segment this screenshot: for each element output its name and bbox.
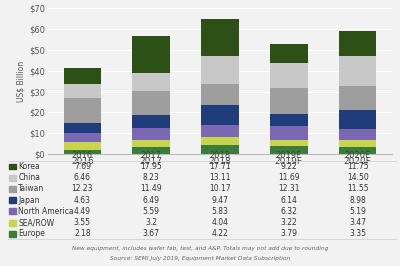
Text: 11.49: 11.49 — [140, 184, 162, 193]
Text: 4.49: 4.49 — [74, 207, 91, 216]
Text: 2017: 2017 — [141, 151, 162, 160]
Bar — [338, 86, 376, 110]
Text: 4.63: 4.63 — [74, 196, 91, 205]
Text: 6.32: 6.32 — [280, 207, 297, 216]
Bar — [201, 84, 239, 105]
Bar — [270, 140, 308, 146]
Text: 2019F: 2019F — [276, 151, 302, 160]
Text: 11.75: 11.75 — [347, 162, 368, 171]
Text: 14.50: 14.50 — [347, 173, 368, 182]
Bar — [270, 126, 308, 140]
Text: 9.22: 9.22 — [280, 162, 297, 171]
Text: North America: North America — [18, 207, 74, 216]
Bar — [270, 146, 308, 154]
Text: SEA/ROW: SEA/ROW — [18, 218, 54, 227]
Bar — [201, 56, 239, 84]
Text: 2.18: 2.18 — [74, 229, 91, 238]
Text: 8.23: 8.23 — [143, 173, 160, 182]
Bar — [201, 105, 239, 125]
Text: China: China — [18, 173, 40, 182]
Text: 2016: 2016 — [72, 151, 93, 160]
Bar — [201, 146, 239, 154]
Text: 3.55: 3.55 — [74, 218, 91, 227]
Bar — [201, 137, 239, 146]
Bar — [132, 147, 170, 154]
Text: Taiwan: Taiwan — [18, 184, 45, 193]
Text: Europe: Europe — [18, 229, 45, 238]
Text: 3.67: 3.67 — [143, 229, 160, 238]
Bar — [132, 91, 170, 115]
Bar — [270, 114, 308, 126]
Text: Source: SEMI July 2019, Equipment Market Data Subscription: Source: SEMI July 2019, Equipment Market… — [110, 256, 290, 261]
Text: 12.31: 12.31 — [278, 184, 300, 193]
Bar — [64, 68, 102, 84]
Text: Korea: Korea — [18, 162, 40, 171]
Bar — [201, 125, 239, 137]
Text: 11.69: 11.69 — [278, 173, 300, 182]
Text: 10.17: 10.17 — [209, 184, 231, 193]
Text: 4.22: 4.22 — [212, 229, 228, 238]
Text: 3.35: 3.35 — [349, 229, 366, 238]
Text: 3.22: 3.22 — [280, 218, 297, 227]
Bar — [132, 128, 170, 140]
Text: 11.55: 11.55 — [347, 184, 368, 193]
Bar — [338, 140, 376, 147]
Bar — [132, 115, 170, 128]
Text: New equipment, includes wafer fab, test, and A&P. Totals may not add due to roun: New equipment, includes wafer fab, test,… — [72, 246, 328, 251]
Bar — [201, 19, 239, 56]
Bar — [338, 31, 376, 56]
Text: Japan: Japan — [18, 196, 40, 205]
Text: 4.04: 4.04 — [212, 218, 228, 227]
Bar — [64, 142, 102, 150]
Bar — [64, 84, 102, 98]
Bar — [338, 56, 376, 86]
Text: 6.49: 6.49 — [143, 196, 160, 205]
Text: 5.59: 5.59 — [143, 207, 160, 216]
Bar — [338, 110, 376, 129]
Text: 17.95: 17.95 — [140, 162, 162, 171]
Bar — [64, 150, 102, 154]
Text: 6.14: 6.14 — [280, 196, 297, 205]
Text: 2018: 2018 — [210, 151, 230, 160]
Bar — [132, 73, 170, 91]
Text: 9.47: 9.47 — [212, 196, 228, 205]
Bar — [270, 63, 308, 88]
Bar — [132, 140, 170, 147]
Text: 5.83: 5.83 — [212, 207, 228, 216]
Bar — [64, 123, 102, 133]
Text: 7.69: 7.69 — [74, 162, 91, 171]
Text: 8.98: 8.98 — [349, 196, 366, 205]
Text: 13.11: 13.11 — [209, 173, 231, 182]
Bar — [338, 147, 376, 154]
Bar — [64, 98, 102, 123]
Bar — [338, 129, 376, 140]
Y-axis label: US$ Billion: US$ Billion — [16, 61, 25, 102]
Bar — [270, 88, 308, 114]
Text: 2020F: 2020F — [345, 151, 370, 160]
Text: 17.71: 17.71 — [209, 162, 231, 171]
Text: 3.2: 3.2 — [145, 218, 157, 227]
Text: 12.23: 12.23 — [72, 184, 93, 193]
Bar — [64, 133, 102, 142]
Text: 3.47: 3.47 — [349, 218, 366, 227]
Bar — [132, 36, 170, 73]
Text: 5.19: 5.19 — [349, 207, 366, 216]
Text: 6.46: 6.46 — [74, 173, 91, 182]
Text: 3.79: 3.79 — [280, 229, 297, 238]
Bar — [270, 44, 308, 63]
